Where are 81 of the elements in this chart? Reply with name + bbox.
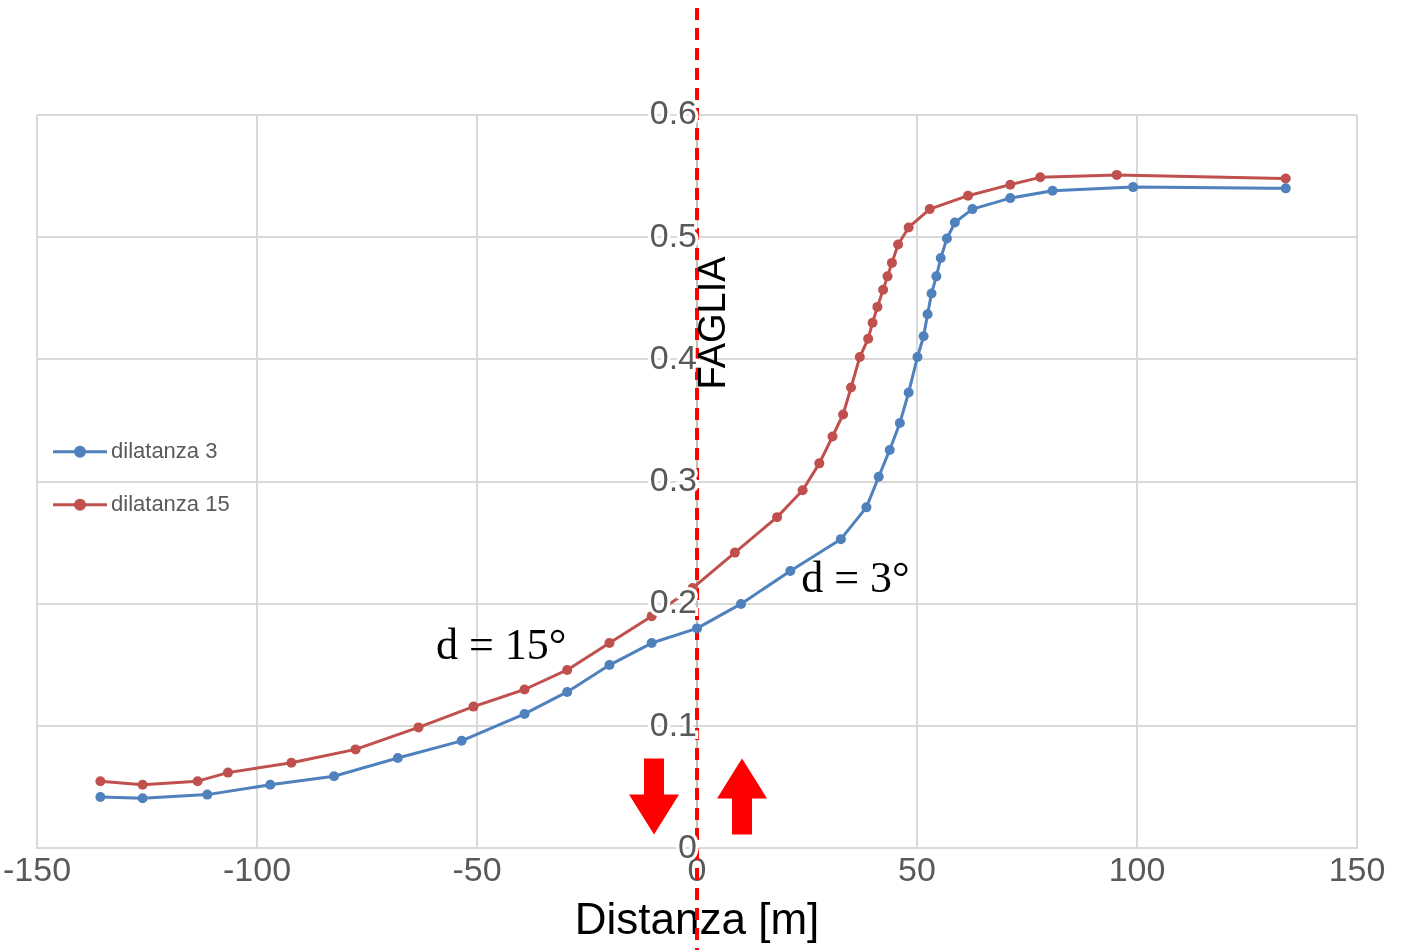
point	[350, 744, 361, 755]
point	[814, 458, 825, 469]
point	[861, 502, 872, 513]
point	[413, 722, 424, 733]
x-tick-label: 150	[1328, 850, 1386, 889]
y-tick-label: 0.1	[649, 704, 698, 743]
x-tick-label: -50	[452, 850, 502, 889]
point	[519, 708, 530, 719]
point	[935, 253, 946, 264]
y-tick-label: 0.5	[649, 215, 698, 254]
point	[646, 638, 657, 649]
point	[873, 471, 884, 482]
point	[1280, 173, 1291, 184]
point	[924, 204, 935, 215]
point	[392, 752, 403, 763]
point	[1280, 183, 1291, 194]
point	[835, 534, 846, 545]
y-tick-label: 0.3	[649, 460, 698, 499]
point	[894, 418, 905, 429]
x-tick-label: 50	[898, 850, 936, 889]
y-tick-label: 0.6	[649, 93, 698, 132]
point	[265, 779, 276, 790]
point	[137, 779, 148, 790]
point	[884, 444, 895, 455]
point	[329, 771, 340, 782]
point	[785, 565, 796, 576]
point	[893, 239, 904, 250]
point	[456, 735, 467, 746]
point	[967, 204, 978, 215]
legend-label: dilatanza 15	[111, 490, 230, 516]
point	[604, 638, 615, 649]
point	[1111, 169, 1122, 180]
point	[1035, 172, 1046, 183]
point	[838, 409, 849, 420]
point	[137, 793, 148, 804]
point	[863, 333, 874, 344]
point	[963, 190, 974, 201]
point	[941, 233, 952, 244]
point	[604, 660, 615, 671]
point	[95, 776, 106, 787]
point	[797, 485, 808, 496]
x-tick-label: -100	[222, 850, 292, 889]
point	[736, 598, 747, 609]
point	[202, 789, 213, 800]
annotation: d = 3°	[801, 553, 910, 603]
point	[931, 271, 942, 282]
point	[468, 701, 479, 712]
point	[926, 288, 937, 299]
point	[922, 309, 933, 320]
point	[918, 331, 929, 342]
point	[854, 352, 865, 363]
point	[729, 547, 740, 558]
legend-label: dilatanza 3	[111, 437, 218, 463]
point	[903, 222, 914, 233]
point	[867, 317, 878, 328]
point	[827, 431, 838, 442]
point	[912, 352, 923, 363]
point	[886, 257, 897, 268]
point	[562, 664, 573, 675]
point	[1005, 179, 1016, 190]
point	[95, 792, 106, 803]
point	[1128, 182, 1139, 193]
point	[562, 686, 573, 697]
x-axis-title: Distanza [m]	[574, 893, 820, 943]
point	[192, 776, 203, 787]
point	[519, 684, 530, 695]
point	[1005, 193, 1016, 204]
x-tick-label: 100	[1108, 850, 1166, 889]
point	[846, 382, 857, 393]
point	[692, 623, 703, 634]
point	[772, 512, 783, 523]
point	[949, 217, 960, 228]
point	[878, 284, 889, 295]
point	[872, 301, 883, 312]
point	[1047, 185, 1058, 196]
point	[903, 387, 914, 398]
point	[882, 271, 893, 282]
point	[222, 767, 233, 778]
point	[286, 757, 297, 768]
x-tick-label: -150	[2, 850, 72, 889]
annotation: d = 15°	[436, 620, 567, 670]
